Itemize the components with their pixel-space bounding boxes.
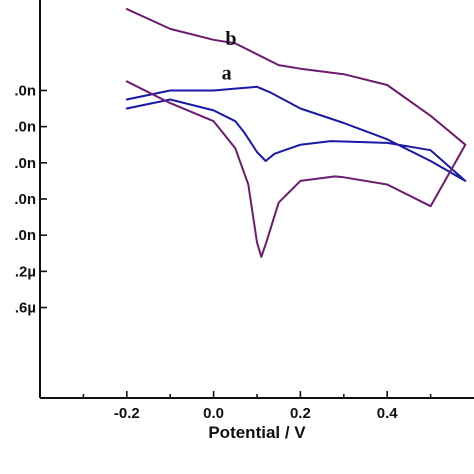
y-tick-label: .0n	[14, 119, 36, 136]
y-tick-label: .0n	[14, 191, 36, 208]
axes-layer: -0.2 0.0 0.2 0.4 .0n .0n .0n .0n .0n .2µ .6µ	[14, 0, 474, 422]
annotation-layer: ba	[222, 28, 237, 84]
y-tick-label: .0n	[14, 155, 36, 172]
series-line-a	[125, 85, 467, 182]
y-tick-label: .0n	[14, 82, 36, 99]
x-tick-label: 0.4	[377, 405, 399, 422]
x-axis-label: Potential / V	[208, 423, 306, 442]
y-tick-label: .6µ	[15, 300, 36, 317]
curve-label-b: b	[225, 28, 236, 50]
y-tick-label: .2µ	[15, 263, 36, 280]
x-tick-label: 0.0	[203, 405, 224, 422]
x-tick-label: -0.2	[114, 405, 140, 422]
series-line-b	[125, 8, 467, 258]
series-layer	[125, 8, 467, 258]
x-tick-label: 0.2	[290, 405, 311, 422]
y-tick-label: .0n	[14, 227, 36, 244]
curve-label-a: a	[222, 63, 232, 85]
